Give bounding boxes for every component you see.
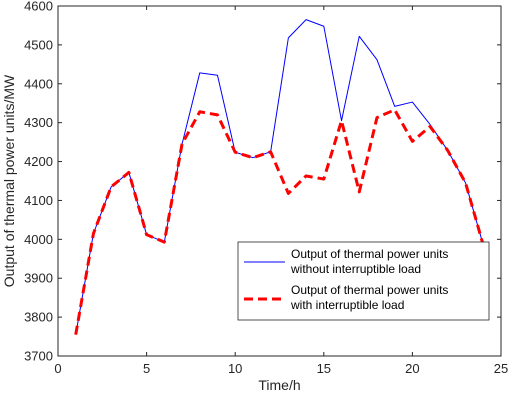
legend-label-without-line2: without interruptible load (290, 262, 421, 276)
y-tick-label: 3700 (24, 349, 53, 364)
y-tick-label: 3800 (24, 310, 53, 325)
y-tick-label: 4100 (24, 193, 53, 208)
legend-label-without-line1: Output of thermal power units (291, 247, 448, 261)
legend-label-with-line2: with interruptible load (290, 298, 404, 312)
legend-box (237, 241, 490, 321)
series-layer (74, 19, 485, 335)
legend: Output of thermal power units without in… (237, 241, 490, 321)
y-axis-label: Output of thermal power units/MW (1, 74, 17, 287)
y-tick-label: 4400 (24, 76, 53, 91)
y-tick-label: 4000 (24, 232, 53, 247)
x-tick-label: 10 (228, 361, 242, 376)
ticks: 0 5 10 15 20 25 3700 3800 3900 4000 4100 4200 4300 44… (24, 0, 508, 376)
y-tick-label: 4500 (24, 37, 53, 52)
legend-label-with-line1: Output of thermal power units (291, 283, 448, 297)
x-tick-label: 25 (494, 361, 508, 376)
y-tick-label: 4300 (24, 115, 53, 130)
x-tick-label: 15 (317, 361, 331, 376)
y-tick-label: 4200 (24, 154, 53, 169)
series-line-with-interruptible (74, 108, 485, 335)
y-tick-label: 3900 (24, 271, 53, 286)
x-tick-label: 5 (143, 361, 150, 376)
x-tick-label: 0 (54, 361, 61, 376)
x-axis-label: Time/h (258, 377, 300, 393)
y-tick-label: 4600 (24, 0, 53, 14)
x-tick-label: 20 (405, 361, 419, 376)
